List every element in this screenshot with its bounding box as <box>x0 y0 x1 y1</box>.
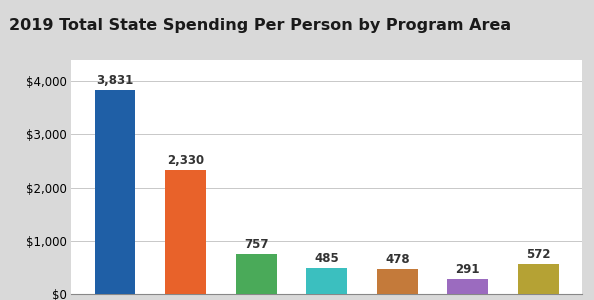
Text: 572: 572 <box>526 248 551 261</box>
Text: 291: 291 <box>456 262 480 276</box>
Text: 2019 Total State Spending Per Person by Program Area: 2019 Total State Spending Per Person by … <box>9 18 511 33</box>
Bar <box>447 278 488 294</box>
Bar <box>165 170 206 294</box>
Bar <box>307 268 347 294</box>
Bar <box>377 268 418 294</box>
Bar <box>94 90 135 294</box>
Text: 757: 757 <box>244 238 268 251</box>
Text: 3,831: 3,831 <box>96 74 134 87</box>
Text: 2,330: 2,330 <box>167 154 204 167</box>
Text: 485: 485 <box>314 252 339 265</box>
Bar <box>236 254 277 294</box>
Bar <box>518 264 559 294</box>
Text: 478: 478 <box>385 253 410 266</box>
